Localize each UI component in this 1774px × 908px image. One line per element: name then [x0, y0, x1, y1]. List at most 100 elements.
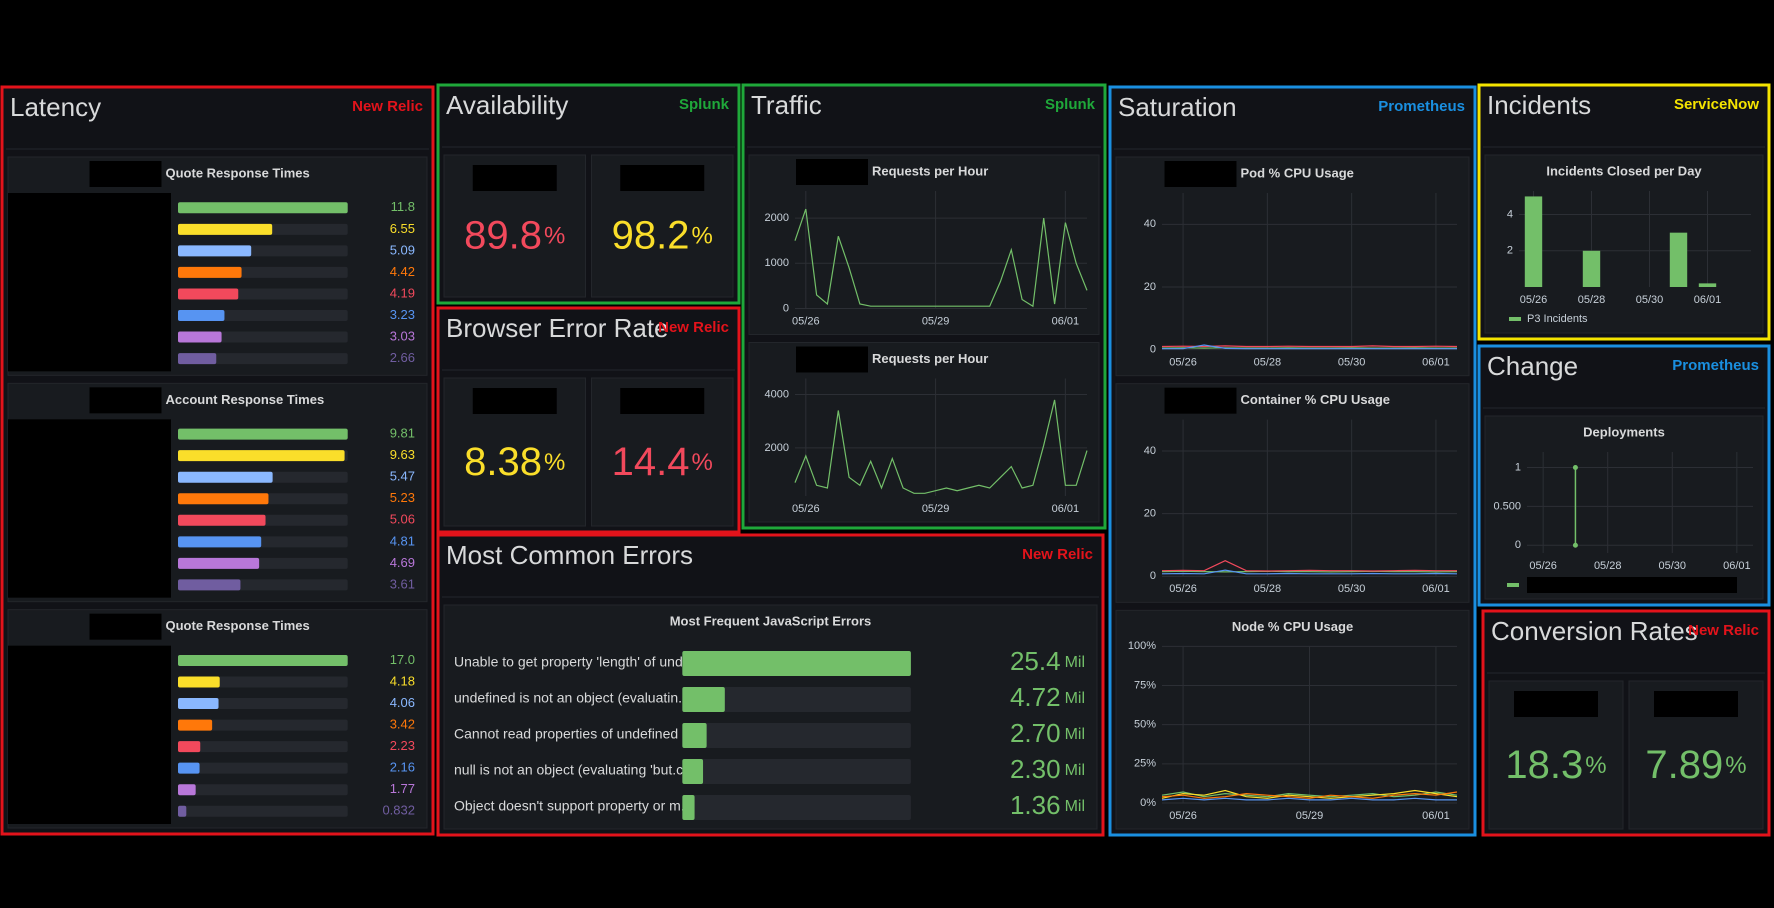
card-title: Incidents Closed per Day: [1546, 163, 1702, 178]
value-label: 9.81: [390, 426, 415, 441]
panel-source: New Relic: [1688, 622, 1759, 639]
panel-title: Saturation: [1118, 92, 1237, 122]
value-unit: Mil: [1065, 654, 1085, 671]
bar: [1524, 196, 1543, 287]
value-label: 2.30 Mil: [1010, 754, 1085, 784]
y-tick-label: 2000: [765, 212, 789, 224]
value-label: 1.36 Mil: [1010, 790, 1085, 820]
value-number: 2.70: [1010, 718, 1061, 748]
stat-number: 89.8: [464, 213, 542, 257]
y-tick-label: 0: [1515, 539, 1521, 551]
panel-title: Conversion Rates: [1491, 616, 1698, 646]
stat-value: 8.38%: [464, 439, 565, 483]
line-series: [1161, 791, 1458, 798]
bar-track: [178, 741, 348, 753]
bar-track: [178, 805, 348, 817]
y-tick-label: 4: [1507, 208, 1513, 220]
redaction: [1164, 387, 1237, 414]
redaction: [1654, 691, 1738, 717]
value-label: 4.72 Mil: [1010, 682, 1085, 712]
x-tick-label: 05/26: [1520, 294, 1548, 306]
stat-value: 89.8%: [464, 213, 565, 257]
x-tick-label: 06/01: [1052, 503, 1080, 515]
panel-title: Change: [1487, 351, 1578, 381]
bar: [178, 266, 242, 278]
y-tick-label: 50%: [1134, 719, 1156, 731]
redaction: [796, 159, 868, 185]
row-label: Cannot read properties of undefined ...: [454, 726, 694, 742]
panel-source: New Relic: [658, 319, 729, 336]
value-label: 4.18: [390, 673, 415, 688]
line-series: [794, 399, 1088, 494]
bar: [178, 202, 348, 214]
x-tick-label: 05/28: [1594, 560, 1622, 572]
value-label: 5.47: [390, 469, 415, 484]
x-tick-label: 05/26: [792, 315, 820, 327]
card-title: Deployments: [1583, 424, 1665, 439]
y-tick-label: 40: [1144, 445, 1156, 457]
value-label: 9.63: [390, 447, 415, 462]
line-series: [1161, 345, 1458, 348]
bar: [178, 654, 348, 666]
bar: [178, 557, 260, 569]
value-label: 0.832: [382, 803, 415, 818]
bar: [682, 651, 911, 676]
value-label: 5.06: [390, 512, 415, 527]
value-label: 25.4 Mil: [1010, 646, 1085, 676]
line-series: [1161, 569, 1458, 575]
redaction: [8, 645, 171, 824]
y-tick-label: 0: [1150, 344, 1156, 356]
legend-label: P3 Incidents: [1527, 313, 1588, 325]
x-tick-label: 05/26: [1169, 810, 1197, 822]
redaction: [89, 613, 162, 640]
panel-title: Latency: [10, 92, 101, 122]
bar: [178, 676, 220, 688]
stat-number: 7.89: [1645, 742, 1723, 786]
stat-value: 98.2%: [612, 213, 713, 257]
y-tick-label: 20: [1144, 281, 1156, 293]
value-number: 2.30: [1010, 754, 1061, 784]
x-tick-label: 05/26: [1529, 560, 1557, 572]
redaction: [796, 346, 868, 373]
y-tick-label: 2000: [765, 442, 789, 454]
value-label: 2.16: [390, 760, 415, 775]
bar: [682, 795, 695, 820]
card-title: Node % CPU Usage: [1232, 619, 1353, 634]
bar-track: [178, 784, 348, 796]
bar: [178, 741, 201, 753]
stat-unit: %: [1725, 752, 1746, 779]
bar: [178, 719, 213, 731]
y-tick-label: 75%: [1134, 679, 1156, 691]
y-tick-label: 40: [1144, 218, 1156, 230]
value-label: 3.61: [390, 576, 415, 591]
row-label: null is not an object (evaluating 'but.c…: [454, 762, 695, 778]
x-tick-label: 05/28: [1578, 294, 1606, 306]
bar-track: [682, 723, 911, 748]
panel-source: Splunk: [1045, 96, 1096, 113]
redaction: [472, 388, 557, 414]
y-tick-label: 0.500: [1493, 500, 1521, 512]
row-label: Unable to get property 'length' of und..…: [454, 654, 694, 670]
bar: [178, 536, 262, 548]
panel-title: Incidents: [1487, 90, 1591, 120]
value-label: 17.0: [390, 652, 415, 667]
card-title: Container % CPU Usage: [1241, 392, 1391, 407]
panel-title: Traffic: [751, 90, 822, 120]
y-tick-label: 25%: [1134, 758, 1156, 770]
x-tick-label: 06/01: [1422, 810, 1450, 822]
card-title: Most Frequent JavaScript Errors: [670, 613, 872, 628]
x-tick-label: 05/30: [1659, 560, 1687, 572]
bar: [1698, 283, 1717, 287]
bar: [178, 579, 241, 591]
value-unit: Mil: [1065, 726, 1085, 743]
y-tick-label: 1: [1515, 461, 1521, 473]
panel-title: Browser Error Rate: [446, 313, 669, 343]
stat-unit: %: [692, 223, 713, 250]
bar: [178, 331, 222, 343]
redaction: [620, 165, 705, 191]
value-label: 2.70 Mil: [1010, 718, 1085, 748]
value-number: 25.4: [1010, 646, 1061, 676]
value-label: 11.8: [391, 199, 415, 214]
bar: [178, 784, 196, 796]
stat-unit: %: [544, 449, 565, 476]
